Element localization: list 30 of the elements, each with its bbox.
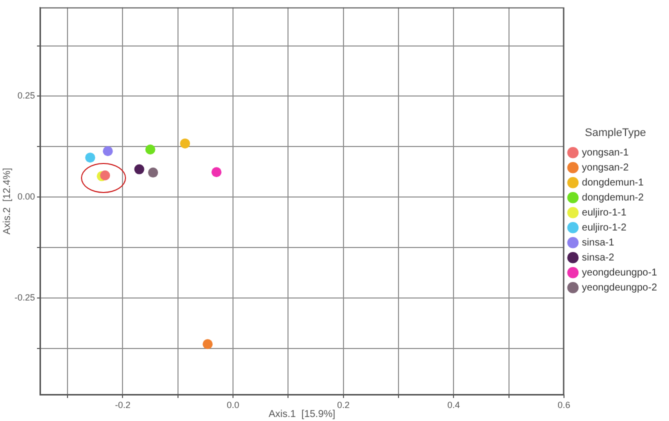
point [102,146,113,156]
x-tick-label: 0.0 [226,400,240,410]
x-axis-title: Axis.1 [15.9%] [268,408,336,420]
x-tick-label: -0.2 [114,400,130,410]
legend-label: yeongdeungpo-2 [582,282,658,294]
y-tick-label: 0.00 [17,192,35,202]
legend-label: sinsa-2 [582,252,615,264]
x-tick-label: 0.2 [337,400,350,410]
legend-label: dongdemun-1 [582,177,644,188]
legend-label: euljiro-1-1 [582,207,627,218]
point [211,167,222,178]
legend-label: yeongdeungpo-1 [582,267,658,278]
x-tick-label: 0.6 [558,400,570,410]
legend-title: SampleType [584,126,646,139]
point [148,168,158,178]
legend-label: sinsa-1 [582,237,615,248]
legend-label: euljiro-1-2 [582,222,627,234]
point [100,170,110,180]
legend-label: yongsan-1 [582,147,630,158]
point [134,164,144,174]
x-tick-label: 0.4 [447,400,460,410]
y-tick-label: -0.25 [14,292,35,303]
point [180,138,190,148]
point [202,339,213,350]
y-axis-title: Axis.2 [12.4%] [2,168,13,235]
y-tick-label: 0.25 [17,90,35,101]
legend-label: yongsan-2 [582,162,630,174]
legend-label: dongdemun-2 [582,192,644,204]
point [85,152,96,163]
point [145,144,156,155]
